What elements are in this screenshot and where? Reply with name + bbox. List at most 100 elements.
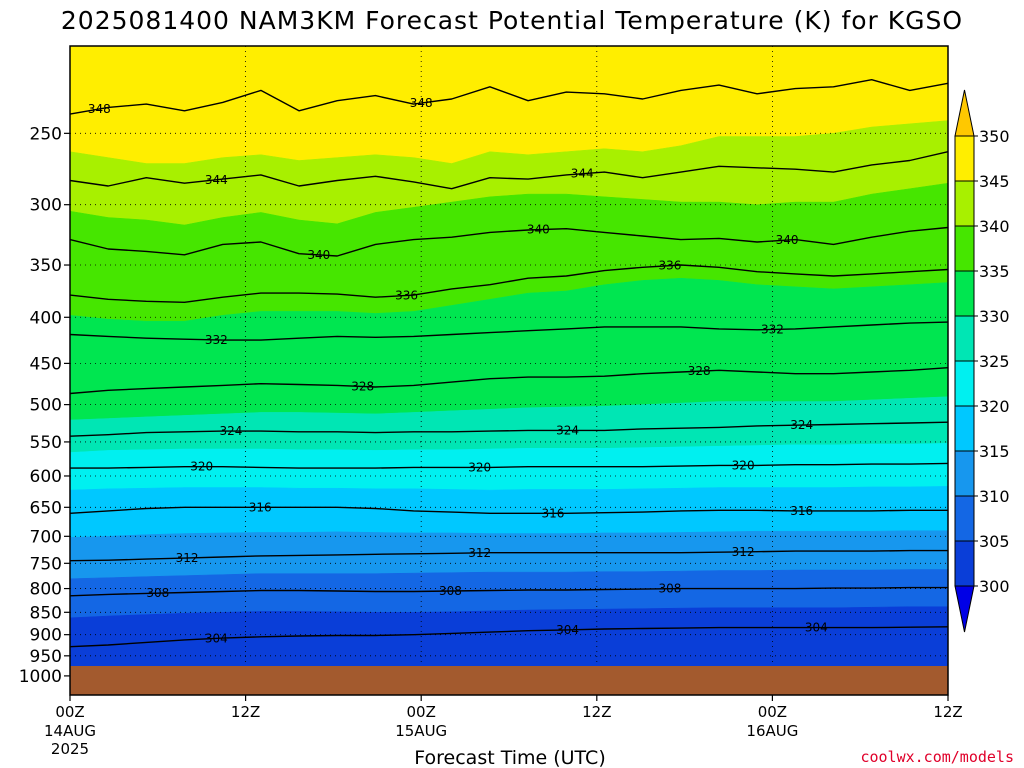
- contour-label-316: 316: [249, 500, 272, 514]
- colorbar-segment-340: [954, 180, 975, 227]
- y-tick-label-950: 950: [30, 647, 62, 667]
- x-tick-label-0: 00Z: [55, 703, 84, 721]
- contour-lines: [69, 79, 949, 648]
- contour-label-312: 312: [732, 545, 755, 559]
- contour-label-text: 312: [732, 545, 755, 559]
- contour-label-344: 344: [571, 167, 594, 181]
- contour-label-text: 348: [410, 96, 433, 110]
- plot-area: 348 348 344 344 340 340 340 336 336 332 332 328 328 3…: [69, 45, 949, 696]
- contour-label-308: 308: [146, 586, 169, 600]
- colorbar-tick-label-340: 340: [979, 217, 1010, 236]
- contour-labels: 348 348 344 344 340 340 340 336 336 332 332 328 328 3…: [88, 96, 828, 645]
- contour-label-304: 304: [556, 623, 579, 637]
- x-tick-label-60: 12Z: [933, 703, 962, 721]
- contour-label-text: 316: [790, 504, 813, 518]
- contour-label-328: 328: [688, 364, 711, 378]
- contour-344: [69, 151, 949, 190]
- colorbar-segment-320: [954, 360, 975, 407]
- contour-label-text: 332: [205, 333, 228, 347]
- contour-label-340: 340: [527, 223, 550, 237]
- colorbar-segment-315: [954, 405, 975, 452]
- y-tick-label-300: 300: [30, 196, 62, 216]
- contour-324: [69, 421, 949, 437]
- contour-label-316: 316: [790, 504, 813, 518]
- y-tick-label-350: 350: [30, 256, 62, 276]
- colorbar-extend-max: [954, 89, 975, 137]
- colorbar-tick-label-335: 335: [979, 262, 1010, 281]
- contour-label-text: 316: [249, 500, 272, 514]
- contour-label-308: 308: [659, 582, 682, 596]
- contour-label-308: 308: [439, 584, 462, 598]
- contour-304: [69, 626, 949, 648]
- band-315-320: [69, 486, 949, 538]
- contour-label-348: 348: [88, 102, 111, 116]
- contour-label-324: 324: [220, 424, 243, 438]
- contour-label-328: 328: [351, 379, 374, 393]
- colorbar-tick-label-330: 330: [979, 307, 1010, 326]
- y-tick-label-650: 650: [30, 498, 62, 518]
- contour-label-text: 340: [307, 248, 330, 262]
- contour-label-text: 328: [688, 364, 711, 378]
- contour-label-320: 320: [732, 458, 755, 472]
- contour-label-text: 312: [468, 546, 491, 560]
- chart-title: 2025081400 NAM3KM Forecast Potential Tem…: [61, 6, 963, 35]
- contour-label-320: 320: [468, 460, 491, 474]
- colorbar-extend-min: [954, 585, 975, 633]
- contour-label-304: 304: [805, 621, 828, 635]
- contour-label-text: 312: [176, 551, 199, 565]
- colorbar-tick-label-305: 305: [979, 532, 1010, 551]
- y-tick-label-550: 550: [30, 433, 62, 453]
- x-tick-label-12: 12Z: [231, 703, 260, 721]
- contour-label-text: 324: [790, 418, 813, 432]
- plot-frame: [69, 45, 949, 696]
- x-tick-label-24: 00Z: [407, 703, 436, 721]
- colorbar: 300 305 310 315 320 325 330 335 340 345 350: [954, 89, 1010, 633]
- contour-label-340: 340: [776, 233, 799, 247]
- x-tick-date-24: 15AUG: [395, 722, 447, 740]
- colorbar-segment-305: [954, 495, 975, 542]
- contour-label-text: 308: [439, 584, 462, 598]
- contour-label-324: 324: [556, 423, 579, 437]
- contour-label-332: 332: [205, 333, 228, 347]
- contour-label-text: 344: [571, 167, 594, 181]
- contour-label-312: 312: [468, 546, 491, 560]
- y-tick-label-750: 750: [30, 554, 62, 574]
- contour-label-text: 344: [205, 173, 228, 187]
- ground-below-surface: [70, 665, 948, 695]
- contour-label-text: 324: [556, 423, 579, 437]
- contour-label-text: 316: [541, 506, 564, 520]
- colorbar-segment-310: [954, 450, 975, 497]
- contour-label-text: 304: [205, 631, 228, 645]
- y-tick-label-450: 450: [30, 354, 62, 374]
- contour-label-340: 340: [307, 248, 330, 262]
- y-tick-label-700: 700: [30, 527, 62, 547]
- y-tick-label-400: 400: [30, 308, 62, 328]
- contour-label-304: 304: [205, 631, 228, 645]
- contour-340: [69, 226, 949, 257]
- y-tick-label-250: 250: [30, 124, 62, 144]
- contour-label-text: 320: [732, 458, 755, 472]
- contour-label-320: 320: [190, 460, 213, 474]
- contour-label-336: 336: [659, 259, 682, 273]
- x-tick-date-48: 16AUG: [746, 722, 798, 740]
- contour-label-text: 336: [395, 289, 418, 303]
- contour-336: [69, 264, 949, 303]
- contour-label-text: 320: [468, 460, 491, 474]
- y-tick-label-500: 500: [30, 396, 62, 416]
- contour-label-text: 336: [659, 259, 682, 273]
- credit-text: coolwx.com/models: [860, 748, 1014, 766]
- colorbar-tick-label-325: 325: [979, 352, 1010, 371]
- y-tick-label-900: 900: [30, 626, 62, 646]
- contour-316: [69, 506, 948, 514]
- contour-label-text: 320: [190, 460, 213, 474]
- contour-label-text: 304: [556, 623, 579, 637]
- contour-label-text: 304: [805, 621, 828, 635]
- contour-label-text: 332: [761, 322, 784, 336]
- contour-label-324: 324: [790, 418, 813, 432]
- color-bands: [69, 45, 949, 667]
- band-300-305: [69, 606, 949, 667]
- contour-label-312: 312: [176, 551, 199, 565]
- colorbar-tick-label-350: 350: [979, 127, 1010, 146]
